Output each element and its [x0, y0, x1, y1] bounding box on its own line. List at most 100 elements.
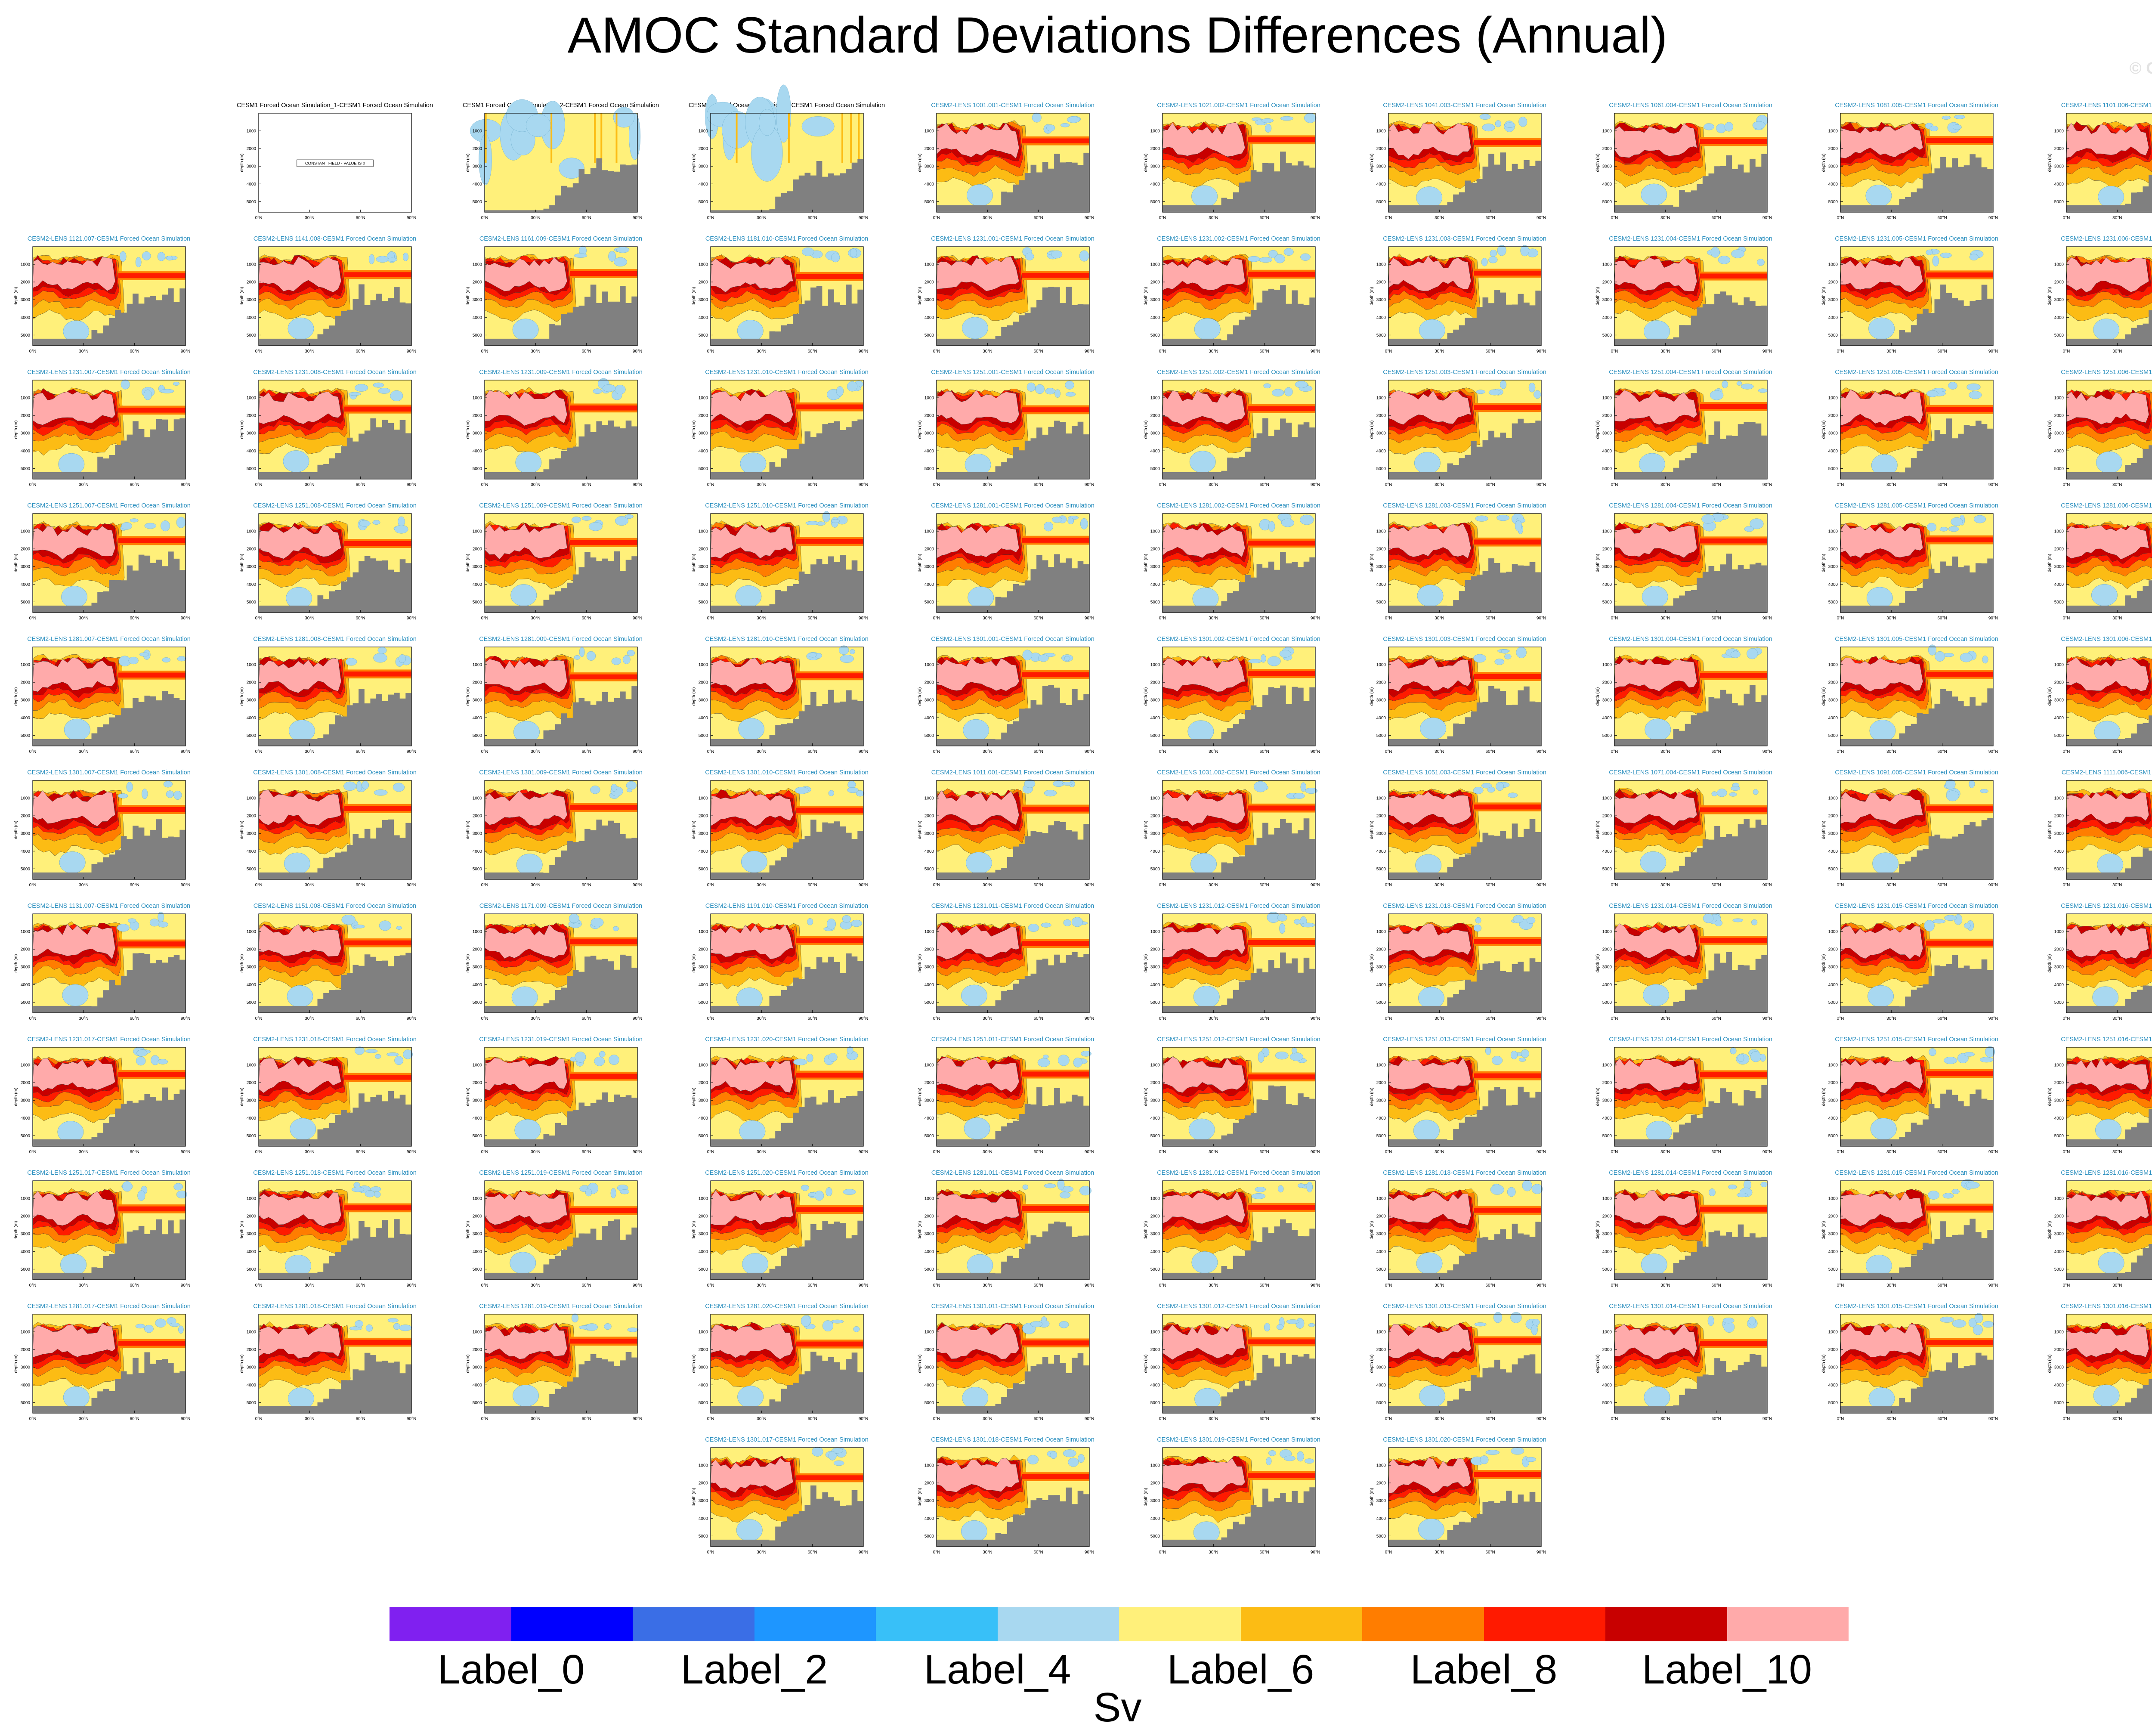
stripe-core — [570, 271, 637, 276]
y-axis-label: depth (m) — [1595, 1221, 1600, 1240]
panel-title: CESM2-LENS 1231.002-CESM1 Forced Ocean S… — [1157, 235, 1320, 242]
y-tick-label: 1000 — [247, 930, 257, 935]
y-axis-label: depth (m) — [918, 421, 922, 439]
x-tick-label: 0°N — [1837, 1417, 1844, 1421]
y-tick-label: 1000 — [2054, 663, 2064, 668]
amoc-panel: CESM2-LENS 1251.001-CESM1 Forced Ocean S… — [912, 368, 1110, 493]
contour-blob — [1731, 786, 1741, 791]
contour-field — [1388, 1180, 1543, 1280]
contour-blob — [142, 789, 148, 799]
y-tick-label: 1000 — [699, 1197, 708, 1201]
x-tick-label: 90°N — [407, 1283, 416, 1288]
amoc-panel: CESM2-LENS 1231.001-CESM1 Forced Ocean S… — [912, 235, 1110, 360]
y-axis-label: depth (m) — [1370, 421, 1374, 439]
contour-field — [1840, 644, 1993, 746]
contour-blob — [362, 781, 369, 789]
contour-blob — [1479, 114, 1491, 120]
y-tick-label: 4000 — [1828, 716, 1838, 721]
x-tick-label: 30°N — [531, 1016, 540, 1021]
contour-blob — [806, 1054, 813, 1062]
y-tick-label: 3000 — [1376, 832, 1386, 836]
y-tick-label: 2000 — [21, 947, 31, 952]
x-tick-label: 60°N — [1485, 1550, 1495, 1555]
y-tick-label: 3000 — [21, 565, 31, 569]
x-tick-label: 30°N — [2112, 1150, 2122, 1154]
ocean-floor — [1614, 952, 1767, 1013]
contour-blob — [1979, 1057, 1993, 1063]
plot-frame — [1614, 246, 1768, 346]
y-tick-label: 3000 — [699, 698, 708, 703]
y-axis-label: depth (m) — [1821, 687, 1826, 706]
y-axis-label: depth (m) — [2047, 954, 2052, 973]
y-tick-label: 3000 — [21, 965, 31, 970]
contour-blob — [1057, 1179, 1065, 1190]
y-tick-label: 2000 — [1602, 280, 1612, 285]
ocean-floor — [1614, 551, 1767, 613]
ocean-floor — [1163, 152, 1315, 212]
contour-blob — [1982, 1321, 1994, 1328]
axes: 100020003000400050000°N30°N60°N90°Ndepth… — [2047, 113, 2152, 220]
x-tick-label: 60°N — [1937, 749, 1947, 754]
contour-field — [1162, 1448, 1315, 1547]
y-tick-label: 2000 — [21, 280, 31, 285]
x-tick-label: 0°N — [707, 1150, 714, 1154]
stripe-core — [570, 674, 637, 680]
deep-blob — [58, 453, 85, 475]
y-tick-label: 5000 — [21, 1134, 31, 1139]
x-tick-label: 30°N — [2112, 749, 2122, 754]
panel-title: CESM2-LENS 1281.007-CESM1 Forced Ocean S… — [27, 636, 191, 643]
contour-blob — [801, 1315, 810, 1327]
y-tick-label: 3000 — [699, 1232, 708, 1237]
panel-title: CESM2-LENS 1281.011-CESM1 Forced Ocean S… — [931, 1170, 1095, 1176]
x-tick-label: 30°N — [305, 1417, 314, 1421]
y-tick-label: 2000 — [247, 147, 257, 152]
contour-blob — [1980, 789, 1988, 793]
plot-frame — [936, 913, 1090, 1013]
contour-blob — [354, 1046, 365, 1055]
x-tick-label: 60°N — [1033, 1283, 1043, 1288]
contour-blob — [1485, 1450, 1500, 1455]
contour-blob — [795, 787, 809, 794]
deep-blob — [1641, 1253, 1667, 1276]
x-tick-label: 30°N — [305, 749, 314, 754]
amoc-panel: CESM2-LENS 1251.016-CESM1 Forced Ocean S… — [2041, 1036, 2152, 1160]
y-tick-label: 5000 — [1602, 1401, 1612, 1405]
y-tick-label: 4000 — [21, 1116, 31, 1121]
y-tick-label: 2000 — [2054, 1214, 2064, 1219]
contour-blob — [581, 516, 592, 521]
y-tick-label: 4000 — [1602, 1383, 1612, 1388]
y-axis-label: depth (m) — [1144, 287, 1148, 306]
contour-field — [936, 514, 1089, 613]
y-tick-label: 1000 — [473, 663, 482, 668]
x-tick-label: 30°N — [1886, 349, 1896, 354]
panel-title: CESM2-LENS 1251.013-CESM1 Forced Ocean S… — [1383, 1036, 1546, 1043]
contour-blob — [1293, 792, 1305, 799]
contour-field — [32, 1181, 188, 1280]
amoc-panel: CESM2-LENS 1301.019-CESM1 Forced Ocean S… — [1138, 1436, 1336, 1561]
contour-field — [32, 1314, 186, 1413]
y-tick-label: 5000 — [1828, 867, 1838, 872]
contour-field — [1840, 914, 1993, 1013]
panel-title: CESM2-LENS 1231.009-CESM1 Forced Ocean S… — [479, 369, 643, 376]
contour-blob — [359, 520, 371, 527]
y-tick-label: 2000 — [2054, 414, 2064, 418]
panel-title: CESM2-LENS 1251.012-CESM1 Forced Ocean S… — [1157, 1036, 1320, 1043]
amoc-panel: CESM2-LENS 1301.020-CESM1 Forced Ocean S… — [1364, 1436, 1561, 1561]
y-tick-label: 5000 — [924, 600, 934, 605]
contour-blob — [1929, 1048, 1936, 1056]
x-tick-label: 30°N — [2112, 216, 2122, 220]
ocean-floor — [1388, 686, 1541, 746]
x-tick-label: 60°N — [1711, 616, 1721, 621]
deep-blob — [1870, 1118, 1897, 1140]
plot-frame — [32, 1180, 186, 1280]
y-tick-label: 3000 — [1150, 965, 1160, 970]
y-tick-label: 5000 — [247, 1267, 257, 1272]
x-tick-label: 0°N — [1385, 616, 1392, 621]
ocean-floor — [1840, 955, 1993, 1013]
contour-field — [2066, 1314, 2152, 1413]
x-tick-label: 0°N — [2063, 1016, 2070, 1021]
